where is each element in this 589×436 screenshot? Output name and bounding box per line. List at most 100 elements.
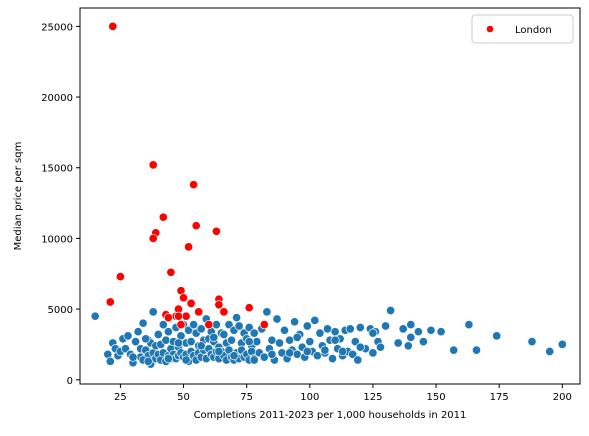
- data-point-other: [368, 328, 378, 338]
- y-tick-label: 10000: [41, 234, 73, 245]
- data-point-london: [108, 21, 118, 31]
- data-point-london: [173, 311, 184, 321]
- legend-label-london: London: [515, 25, 552, 36]
- data-point-other: [398, 324, 408, 334]
- data-point-other: [244, 337, 254, 347]
- data-point-london: [191, 221, 201, 231]
- data-point-other: [355, 342, 365, 352]
- data-point-other: [353, 355, 363, 365]
- data-point-london: [158, 212, 168, 222]
- y-tick-label: 25000: [41, 22, 73, 33]
- data-point-other: [133, 327, 143, 337]
- data-point-other: [348, 349, 358, 359]
- data-point-other: [406, 332, 416, 342]
- data-point-london: [186, 298, 196, 308]
- data-point-other: [449, 345, 459, 355]
- data-point-london: [148, 160, 158, 170]
- data-point-other: [464, 320, 474, 330]
- data-point-london: [176, 320, 186, 330]
- x-axis-label: Completions 2011-2023 per 1,000 househol…: [194, 410, 467, 421]
- data-point-other: [105, 356, 115, 366]
- data-point-other: [234, 321, 244, 331]
- data-point-other: [418, 337, 428, 347]
- data-point-other: [330, 327, 340, 337]
- data-point-other: [181, 355, 191, 365]
- x-axis-ticks: 25 50 75 100 125 150 175 200: [114, 384, 572, 403]
- x-tick-label: 50: [177, 392, 190, 403]
- data-point-other: [123, 331, 133, 341]
- data-point-other: [128, 352, 138, 362]
- data-point-other: [375, 342, 386, 352]
- data-point-other: [259, 352, 269, 362]
- data-point-other: [196, 341, 206, 351]
- data-point-other: [262, 307, 272, 317]
- data-point-other: [426, 325, 436, 335]
- data-point-other: [327, 354, 338, 364]
- data-point-other: [143, 356, 153, 366]
- data-point-other: [557, 339, 567, 349]
- data-point-london: [105, 297, 115, 307]
- data-point-other: [189, 320, 199, 330]
- data-point-other: [267, 335, 277, 345]
- data-point-other: [186, 337, 196, 347]
- data-point-other: [249, 355, 259, 365]
- data-point-other: [252, 337, 262, 347]
- y-tick-label: 5000: [48, 305, 73, 316]
- series-london-points: [105, 21, 269, 330]
- x-tick-label: 200: [553, 392, 572, 403]
- data-point-other: [196, 324, 206, 334]
- data-point-other: [403, 341, 413, 351]
- data-point-other: [161, 335, 171, 345]
- data-point-other: [279, 325, 290, 335]
- data-point-other: [320, 345, 330, 355]
- legend-marker-london: [486, 25, 494, 33]
- y-tick-label: 20000: [41, 93, 73, 104]
- data-point-london: [166, 267, 176, 277]
- data-point-other: [527, 337, 537, 347]
- x-tick-label: 150: [427, 392, 446, 403]
- data-point-london: [189, 180, 199, 190]
- data-point-other: [163, 327, 173, 337]
- data-point-other: [355, 322, 365, 333]
- data-point-other: [393, 338, 403, 348]
- series-other-points: [90, 305, 567, 369]
- data-point-other: [338, 346, 348, 357]
- data-point-other: [219, 329, 229, 340]
- data-point-other: [138, 318, 148, 328]
- data-point-other: [413, 327, 423, 337]
- data-point-london: [204, 320, 214, 330]
- data-point-other: [173, 338, 184, 348]
- data-point-other: [302, 321, 312, 331]
- data-point-other: [368, 348, 378, 358]
- data-point-other: [305, 337, 315, 347]
- data-point-other: [209, 332, 219, 342]
- data-point-other: [386, 305, 396, 316]
- data-point-london: [181, 311, 191, 321]
- data-point-other: [163, 354, 173, 364]
- data-point-other: [153, 329, 163, 340]
- data-point-other: [285, 348, 295, 358]
- x-tick-label: 175: [490, 392, 509, 403]
- data-point-other: [229, 351, 239, 361]
- data-point-london: [219, 307, 229, 317]
- data-point-london: [214, 300, 224, 310]
- legend-box: [471, 14, 574, 44]
- y-tick-label: 0: [67, 376, 73, 387]
- data-point-other: [226, 335, 237, 345]
- data-point-other: [249, 328, 259, 338]
- x-tick-label: 125: [363, 392, 382, 403]
- data-point-other: [312, 351, 322, 361]
- data-point-other: [545, 346, 555, 357]
- x-tick-label: 25: [114, 392, 127, 403]
- legend: London: [471, 14, 574, 44]
- data-point-other: [406, 320, 416, 330]
- data-point-other: [330, 335, 340, 345]
- data-point-other: [267, 349, 277, 359]
- data-point-london: [163, 313, 173, 323]
- data-point-other: [90, 311, 100, 321]
- data-point-other: [322, 324, 333, 334]
- data-point-london: [244, 303, 254, 313]
- data-point-other: [492, 331, 502, 341]
- data-point-other: [436, 327, 446, 337]
- x-tick-label: 75: [240, 392, 253, 403]
